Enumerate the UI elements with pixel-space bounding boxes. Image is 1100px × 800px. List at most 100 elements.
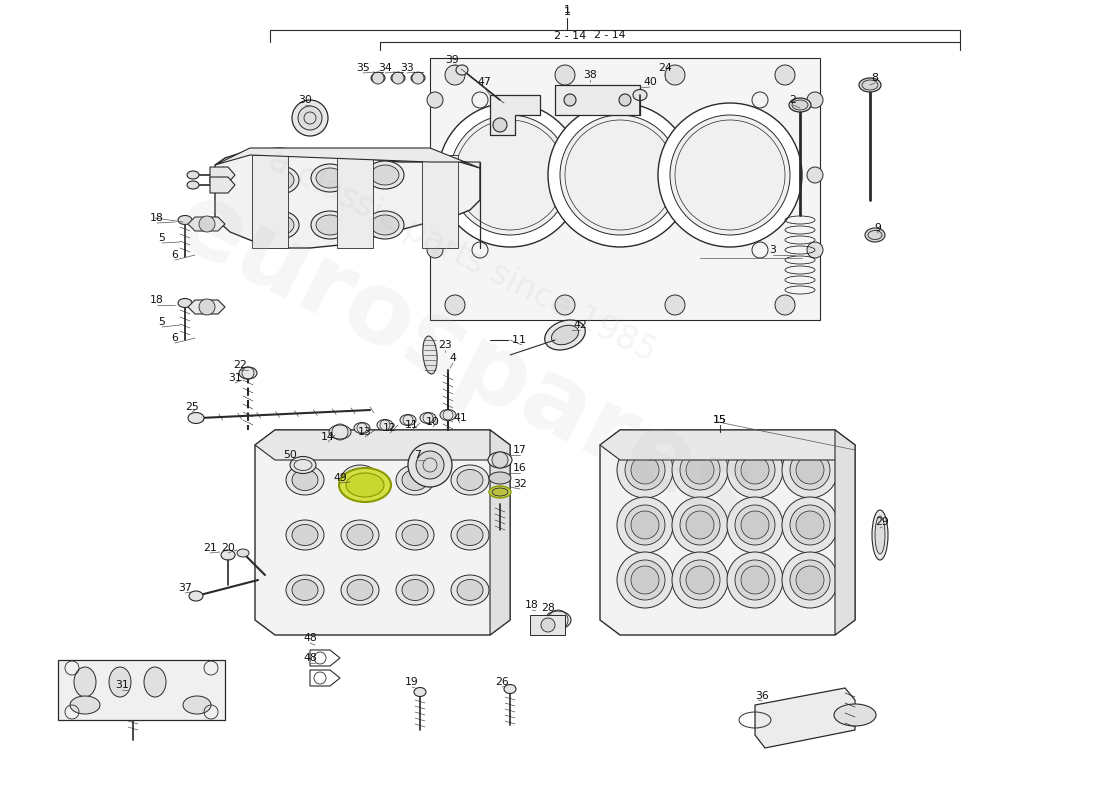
- Text: 2: 2: [790, 95, 796, 105]
- Ellipse shape: [792, 100, 808, 110]
- Circle shape: [631, 511, 659, 539]
- Circle shape: [617, 442, 673, 498]
- Ellipse shape: [456, 525, 483, 546]
- Ellipse shape: [187, 171, 199, 179]
- Ellipse shape: [126, 690, 139, 699]
- Text: 1: 1: [512, 335, 518, 345]
- Circle shape: [796, 511, 824, 539]
- Polygon shape: [755, 688, 855, 748]
- Ellipse shape: [490, 472, 512, 484]
- Text: 42: 42: [573, 320, 587, 330]
- Text: 24: 24: [658, 63, 672, 73]
- Circle shape: [807, 242, 823, 258]
- Ellipse shape: [834, 704, 876, 726]
- Text: 41: 41: [453, 413, 466, 423]
- Ellipse shape: [183, 696, 211, 714]
- Circle shape: [782, 552, 838, 608]
- Circle shape: [790, 505, 830, 545]
- Polygon shape: [556, 85, 640, 115]
- Circle shape: [741, 566, 769, 594]
- Circle shape: [427, 92, 443, 108]
- Ellipse shape: [188, 413, 204, 423]
- Circle shape: [807, 167, 823, 183]
- Ellipse shape: [346, 473, 384, 497]
- Text: 6: 6: [172, 250, 178, 260]
- Ellipse shape: [346, 470, 373, 490]
- Ellipse shape: [451, 575, 490, 605]
- Circle shape: [617, 552, 673, 608]
- Circle shape: [782, 442, 838, 498]
- Ellipse shape: [872, 510, 888, 560]
- Text: 14: 14: [321, 432, 334, 442]
- Circle shape: [735, 505, 776, 545]
- Ellipse shape: [286, 575, 324, 605]
- Circle shape: [807, 92, 823, 108]
- Ellipse shape: [341, 575, 380, 605]
- Ellipse shape: [390, 73, 405, 83]
- Polygon shape: [210, 167, 235, 183]
- Polygon shape: [530, 615, 565, 635]
- Ellipse shape: [440, 410, 456, 421]
- Text: a classic parts since 1985: a classic parts since 1985: [263, 143, 661, 369]
- Circle shape: [686, 511, 714, 539]
- Ellipse shape: [221, 550, 235, 560]
- Circle shape: [617, 497, 673, 553]
- Text: 37: 37: [178, 583, 191, 593]
- Text: 7: 7: [415, 450, 421, 460]
- Ellipse shape: [402, 470, 428, 490]
- Text: 47: 47: [477, 77, 491, 87]
- Circle shape: [686, 456, 714, 484]
- Circle shape: [427, 167, 443, 183]
- Ellipse shape: [266, 170, 294, 190]
- Polygon shape: [600, 430, 855, 635]
- Ellipse shape: [366, 161, 404, 189]
- Circle shape: [438, 103, 582, 247]
- Text: 38: 38: [583, 70, 597, 80]
- Circle shape: [670, 115, 790, 235]
- Circle shape: [672, 497, 728, 553]
- Circle shape: [776, 295, 795, 315]
- Text: 6: 6: [172, 333, 178, 343]
- Text: 18: 18: [150, 295, 164, 305]
- Polygon shape: [214, 148, 480, 168]
- Ellipse shape: [316, 215, 344, 235]
- Circle shape: [427, 242, 443, 258]
- Circle shape: [446, 295, 465, 315]
- Circle shape: [416, 451, 444, 479]
- Text: 40: 40: [644, 77, 657, 87]
- Circle shape: [541, 618, 556, 632]
- Ellipse shape: [316, 168, 344, 188]
- Text: 15: 15: [713, 415, 727, 425]
- Text: 5: 5: [158, 317, 165, 327]
- Circle shape: [735, 560, 776, 600]
- Ellipse shape: [311, 164, 349, 192]
- Ellipse shape: [329, 425, 351, 439]
- Ellipse shape: [422, 336, 437, 374]
- Ellipse shape: [865, 228, 886, 242]
- Ellipse shape: [504, 685, 516, 694]
- Text: 9: 9: [874, 223, 881, 233]
- Circle shape: [741, 511, 769, 539]
- Circle shape: [292, 100, 328, 136]
- Polygon shape: [252, 155, 288, 248]
- Circle shape: [631, 566, 659, 594]
- Ellipse shape: [70, 696, 100, 714]
- Ellipse shape: [411, 73, 425, 83]
- Ellipse shape: [874, 516, 886, 554]
- Circle shape: [564, 94, 576, 106]
- Polygon shape: [422, 155, 458, 248]
- Text: 36: 36: [755, 691, 769, 701]
- Polygon shape: [188, 300, 226, 314]
- Text: 13: 13: [359, 427, 372, 437]
- Text: 5: 5: [158, 233, 165, 243]
- Polygon shape: [255, 430, 510, 635]
- Polygon shape: [430, 58, 820, 320]
- Ellipse shape: [396, 575, 435, 605]
- Text: 29: 29: [876, 517, 889, 527]
- Text: 25: 25: [185, 402, 199, 412]
- Ellipse shape: [420, 413, 436, 423]
- Circle shape: [625, 450, 666, 490]
- Text: 15: 15: [713, 415, 727, 425]
- Text: 32: 32: [513, 479, 527, 489]
- Circle shape: [776, 65, 795, 85]
